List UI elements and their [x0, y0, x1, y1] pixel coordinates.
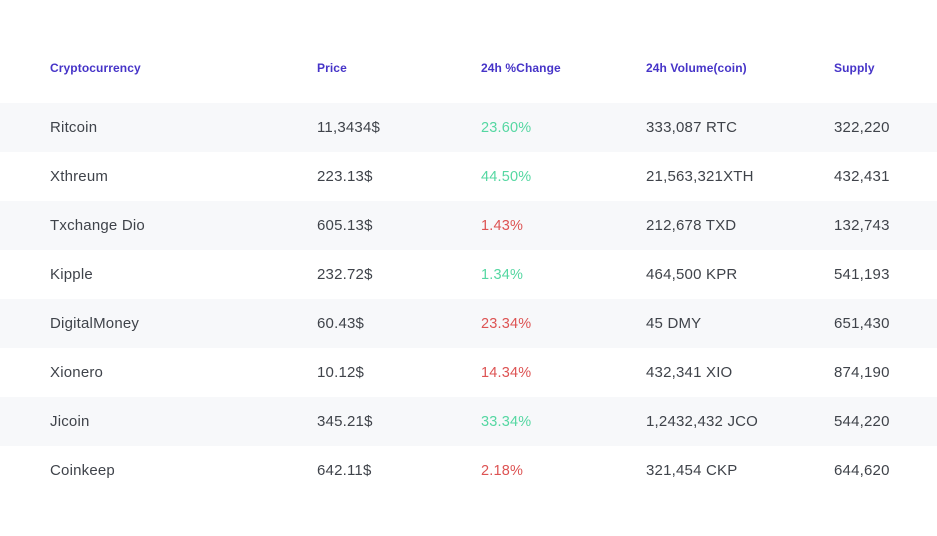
cell-volume: 212,678 TXD	[646, 217, 737, 234]
cell-cryptocurrency: Kipple	[50, 266, 93, 283]
cell-supply: 874,190	[834, 364, 890, 381]
cell-supply: 644,620	[834, 462, 890, 479]
cell-volume: 333,087 RTC	[646, 119, 738, 136]
table-row[interactable]: Ritcoin 11,3434$ 23.60% 333,087 RTC 322,…	[0, 103, 937, 152]
cell-supply: 322,220	[834, 119, 890, 136]
cell-cryptocurrency: Ritcoin	[50, 119, 98, 136]
cell-price: 642.11$	[317, 462, 372, 479]
cell-price: 10.12$	[317, 364, 365, 381]
table-row[interactable]: DigitalMoney 60.43$ 23.34% 45 DMY 651,43…	[0, 299, 937, 348]
cell-change: 23.34%	[481, 315, 532, 332]
cell-volume: 432,341 XIO	[646, 364, 733, 381]
table-row[interactable]: Xionero 10.12$ 14.34% 432,341 XIO 874,19…	[0, 348, 937, 397]
table-row[interactable]: Coinkeep 642.11$ 2.18% 321,454 CKP 644,6…	[0, 446, 937, 495]
cell-supply: 544,220	[834, 413, 890, 430]
cell-price: 345.21$	[317, 413, 373, 430]
cell-cryptocurrency: DigitalMoney	[50, 315, 140, 332]
cell-price: 60.43$	[317, 315, 365, 332]
cell-cryptocurrency: Jicoin	[50, 413, 90, 430]
cell-supply: 132,743	[834, 217, 890, 234]
cell-cryptocurrency: Xthreum	[50, 168, 109, 185]
cell-change: 2.18%	[481, 462, 524, 479]
cell-supply: 432,431	[834, 168, 890, 185]
column-header: Supply	[834, 61, 875, 75]
cell-price: 232.72$	[317, 266, 373, 283]
cell-change: 1.43%	[481, 217, 524, 234]
cell-supply: 651,430	[834, 315, 890, 332]
column-header: 24h Volume(coin)	[646, 61, 747, 75]
cell-change: 14.34%	[481, 364, 532, 381]
cell-change: 1.34%	[481, 266, 524, 283]
cell-price: 605.13$	[317, 217, 373, 234]
column-header: Price	[317, 61, 347, 75]
table-row[interactable]: Xthreum 223.13$ 44.50% 21,563,321XTH 432…	[0, 152, 937, 201]
cell-cryptocurrency: Txchange Dio	[50, 217, 145, 234]
crypto-table: Cryptocurrency Price 24h %Change 24h Volume…	[0, 0, 937, 495]
cell-change: 44.50%	[481, 168, 532, 185]
cell-volume: 45 DMY	[646, 315, 702, 332]
cell-change: 23.60%	[481, 119, 532, 136]
table-body: Ritcoin 11,3434$ 23.60% 333,087 RTC 322,…	[0, 103, 937, 495]
cell-supply: 541,193	[834, 266, 890, 283]
column-header: 24h %Change	[481, 61, 561, 75]
cell-volume: 21,563,321XTH	[646, 168, 754, 185]
table-row[interactable]: Jicoin 345.21$ 33.34% 1,2432,432 JCO 544…	[0, 397, 937, 446]
table-header-row: Cryptocurrency Price 24h %Change 24h Volume…	[0, 0, 937, 103]
cell-volume: 464,500 KPR	[646, 266, 738, 283]
column-header: Cryptocurrency	[50, 61, 141, 75]
cell-cryptocurrency: Xionero	[50, 364, 104, 381]
table-row[interactable]: Txchange Dio 605.13$ 1.43% 212,678 TXD 1…	[0, 201, 937, 250]
cell-cryptocurrency: Coinkeep	[50, 462, 115, 479]
cell-volume: 1,2432,432 JCO	[646, 413, 759, 430]
cell-price: 11,3434$	[317, 119, 381, 136]
table-row[interactable]: Kipple 232.72$ 1.34% 464,500 KPR 541,193	[0, 250, 937, 299]
cell-change: 33.34%	[481, 413, 532, 430]
cell-price: 223.13$	[317, 168, 373, 185]
cell-volume: 321,454 CKP	[646, 462, 738, 479]
